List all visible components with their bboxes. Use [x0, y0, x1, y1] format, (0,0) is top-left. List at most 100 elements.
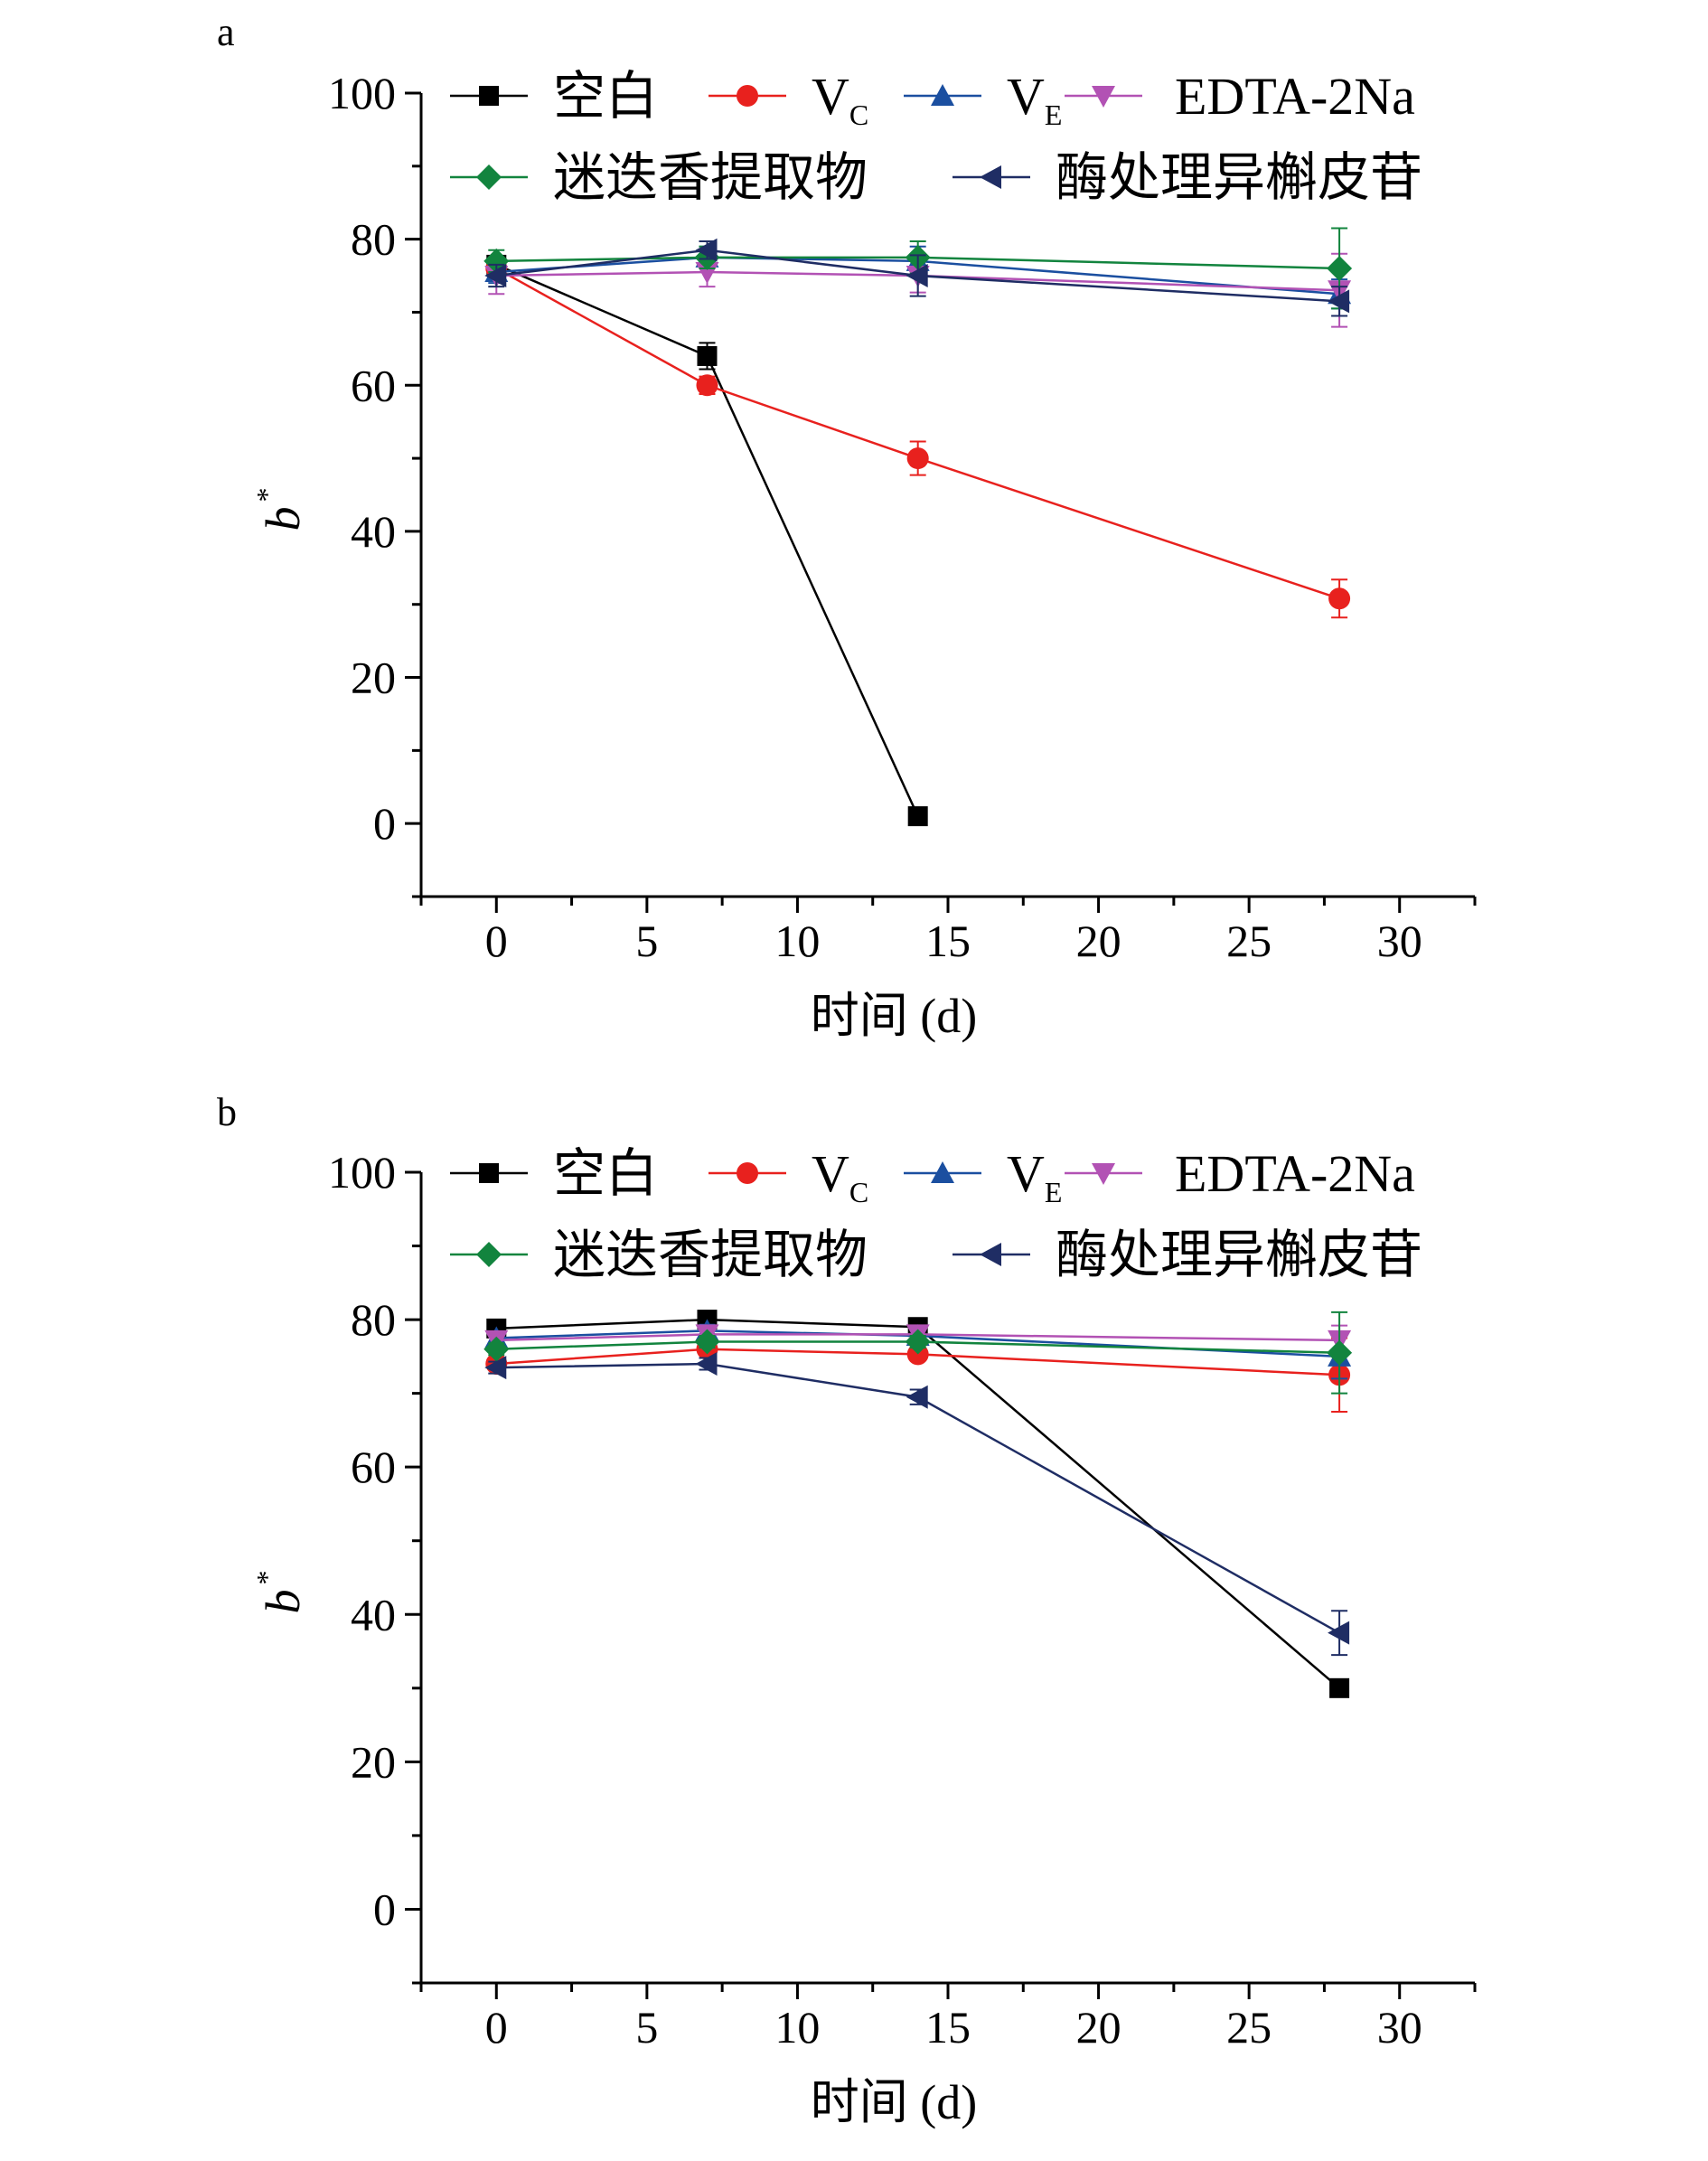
data-point	[906, 1385, 928, 1409]
x-tick-label: 15	[925, 2002, 971, 2053]
legend-entry: 迷迭香提取物	[450, 1226, 868, 1284]
series-1	[485, 257, 1351, 619]
y-tick-label: 40	[351, 1589, 396, 1640]
legend-entry: VE	[904, 67, 1062, 131]
y-tick-label: 60	[351, 1442, 396, 1492]
data-point	[483, 1336, 510, 1362]
data-point	[1328, 1621, 1350, 1645]
x-axis-title: 时间 (d)	[811, 2075, 977, 2129]
series-5	[484, 238, 1350, 317]
legend-entry: 空白	[450, 1144, 658, 1203]
x-tick-label: 20	[1076, 916, 1121, 966]
x-tick-label: 10	[774, 2002, 820, 2053]
y-axis-title: b	[256, 1590, 310, 1614]
data-point	[905, 1329, 931, 1355]
data-point	[697, 345, 718, 366]
series-line	[496, 256, 1340, 270]
data-point	[1327, 1339, 1353, 1366]
legend-label: 迷迭香提取物	[553, 148, 868, 207]
series-line	[496, 1318, 1340, 1689]
x-tick-label: 30	[1377, 916, 1422, 966]
legend-entry: VC	[709, 67, 868, 131]
data-point	[906, 264, 928, 288]
legend-marker	[476, 164, 502, 190]
series-line	[496, 256, 1340, 296]
series-line	[496, 249, 1340, 303]
y-tick-label: 80	[351, 1294, 396, 1345]
legend-label: 迷迭香提取物	[553, 1226, 868, 1284]
legend-label: VE	[1007, 67, 1062, 131]
legend-entry: 酶处理异槲皮苷	[953, 148, 1422, 207]
legend-entry: EDTA-2Na	[1065, 67, 1415, 126]
legend-label: 酶处理异槲皮苷	[1056, 148, 1422, 207]
legend-label: 酶处理异槲皮苷	[1056, 1226, 1422, 1284]
x-tick-label: 5	[635, 2002, 658, 2053]
x-axis-title: 时间 (d)	[811, 989, 977, 1043]
legend-entry: 酶处理异槲皮苷	[953, 1226, 1422, 1284]
series-5	[484, 1352, 1350, 1657]
y-tick-label: 20	[351, 653, 396, 703]
data-point	[906, 447, 929, 470]
series-line	[496, 1348, 1340, 1376]
y-axis-title: b	[256, 507, 310, 531]
x-tick-label: 25	[1226, 916, 1272, 966]
data-point	[484, 264, 507, 288]
legend-label: VC	[812, 1144, 868, 1208]
legend-entry: VC	[709, 1144, 868, 1208]
x-tick-label: 30	[1377, 2002, 1422, 2053]
legend-marker	[476, 1242, 502, 1267]
data-point	[1327, 255, 1353, 281]
legend-entry: VE	[904, 1144, 1062, 1208]
series-line	[496, 270, 1340, 292]
x-tick-label: 0	[485, 2002, 508, 2053]
legend-marker	[479, 86, 499, 106]
y-axis-title-superscript: *	[250, 488, 283, 503]
chart-panel-b: b 0 20 40 60 80 100 0 5 10 15 20 25 30 时间 (d) b * 空白 VC VE E…	[217, 1090, 1477, 2129]
y-tick-label: 80	[351, 214, 396, 265]
data-point	[694, 1329, 720, 1355]
legend-entry: 迷迭香提取物	[450, 148, 868, 207]
x-tick-label: 10	[774, 916, 820, 966]
x-tick-label: 20	[1076, 2002, 1121, 2053]
series-line	[495, 267, 1340, 600]
data-point	[484, 1356, 507, 1380]
legend-label: EDTA-2Na	[1175, 1144, 1415, 1203]
y-tick-label: 0	[373, 798, 396, 849]
x-tick-label: 15	[925, 916, 971, 966]
x-tick-label: 25	[1226, 2002, 1272, 2053]
series-line	[496, 1333, 1340, 1342]
legend-entry: EDTA-2Na	[1065, 1144, 1415, 1203]
y-tick-label: 100	[328, 68, 396, 118]
series-line	[496, 1340, 1340, 1355]
data-point	[695, 238, 718, 262]
chart-panel-a: a 0 20 40 60 80 100 0 5 10 15 20 25 30 时间 (d) b * 空白 VC VE E…	[217, 10, 1477, 1043]
legend-entry: 空白	[450, 67, 658, 126]
legend-label: VE	[1007, 1144, 1062, 1208]
series-0	[486, 254, 928, 827]
legend-label: EDTA-2Na	[1175, 67, 1415, 126]
x-tick-label: 0	[485, 916, 508, 966]
data-point	[907, 806, 928, 827]
legend-label: 空白	[553, 1144, 658, 1203]
y-tick-label: 0	[373, 1884, 396, 1934]
data-point	[696, 374, 718, 397]
legend-label: 空白	[553, 67, 658, 126]
series-4	[483, 1311, 1353, 1395]
legend-marker	[1092, 1163, 1115, 1185]
data-point	[1329, 1677, 1350, 1698]
data-point	[1328, 587, 1351, 610]
data-point	[695, 1352, 718, 1376]
legend-marker	[931, 1161, 954, 1183]
legend-marker	[980, 1243, 1001, 1266]
series-line	[496, 1362, 1340, 1634]
y-tick-label: 60	[351, 360, 396, 410]
data-point	[1328, 289, 1350, 314]
panel-label: a	[217, 10, 235, 54]
legend-marker	[980, 165, 1001, 189]
panel-label: b	[217, 1090, 237, 1134]
legend-marker	[737, 85, 758, 107]
y-tick-label: 20	[351, 1736, 396, 1787]
legend-marker	[479, 1163, 499, 1183]
y-axis-title-superscript: *	[250, 1571, 283, 1585]
